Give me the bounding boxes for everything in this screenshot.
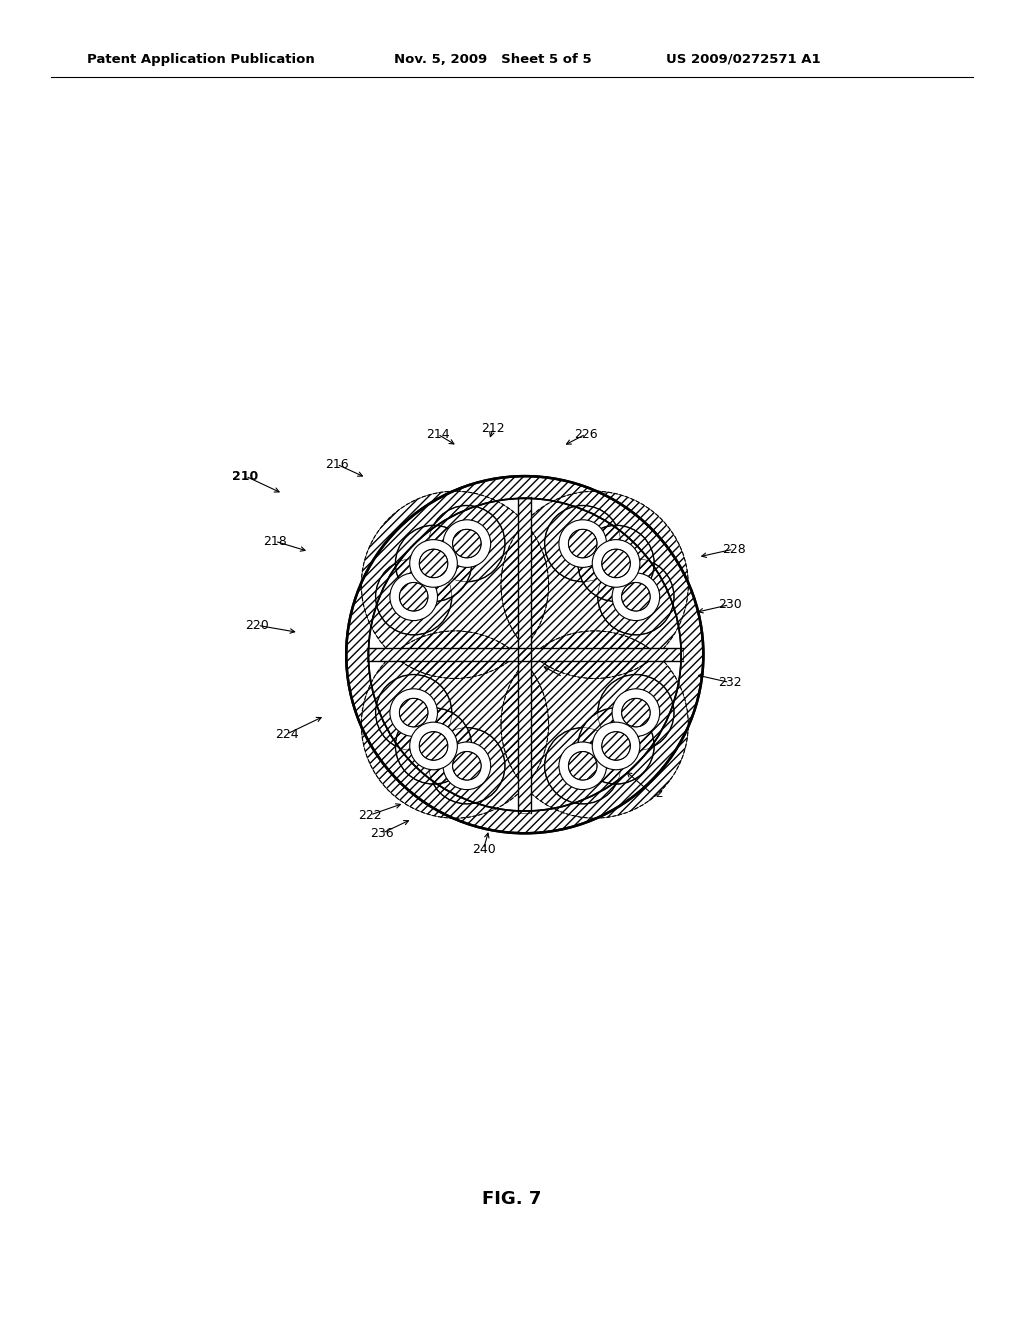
Text: FIG. 7: FIG. 7: [482, 1189, 542, 1208]
Circle shape: [568, 529, 597, 558]
Circle shape: [395, 525, 472, 602]
Text: 238: 238: [551, 671, 574, 684]
Circle shape: [602, 549, 631, 578]
Circle shape: [612, 689, 659, 737]
Circle shape: [390, 573, 437, 620]
Circle shape: [399, 582, 428, 611]
Bar: [367, 648, 683, 661]
Circle shape: [598, 558, 674, 635]
Circle shape: [443, 742, 490, 789]
Circle shape: [622, 582, 650, 611]
Circle shape: [578, 525, 654, 602]
Circle shape: [592, 722, 640, 770]
Circle shape: [559, 742, 606, 789]
Text: 210: 210: [232, 470, 259, 483]
Circle shape: [501, 631, 688, 818]
Circle shape: [559, 520, 606, 568]
Text: 220: 220: [246, 619, 269, 632]
Text: 216: 216: [325, 458, 348, 471]
Text: 224: 224: [274, 727, 299, 741]
Circle shape: [545, 727, 621, 804]
Circle shape: [419, 731, 447, 760]
Text: US 2009/0272571 A1: US 2009/0272571 A1: [666, 53, 820, 66]
Circle shape: [361, 631, 549, 818]
Text: 226: 226: [574, 428, 598, 441]
Text: 230: 230: [718, 598, 741, 611]
Text: Nov. 5, 2009   Sheet 5 of 5: Nov. 5, 2009 Sheet 5 of 5: [394, 53, 592, 66]
Text: 218: 218: [263, 535, 287, 548]
Circle shape: [598, 675, 674, 751]
Bar: [518, 496, 531, 813]
Circle shape: [376, 675, 452, 751]
Circle shape: [443, 520, 490, 568]
Text: 240: 240: [472, 842, 496, 855]
Text: 212: 212: [481, 422, 505, 436]
Text: Patent Application Publication: Patent Application Publication: [87, 53, 314, 66]
Circle shape: [592, 540, 640, 587]
Circle shape: [545, 506, 621, 582]
Circle shape: [369, 499, 681, 810]
Circle shape: [376, 558, 452, 635]
Text: 232: 232: [718, 676, 741, 689]
Circle shape: [612, 573, 659, 620]
Circle shape: [429, 727, 505, 804]
Text: 222: 222: [358, 809, 382, 821]
Circle shape: [346, 477, 703, 833]
Circle shape: [578, 708, 654, 784]
Circle shape: [622, 698, 650, 727]
Text: 236: 236: [370, 826, 394, 840]
Circle shape: [410, 722, 458, 770]
Text: 228: 228: [722, 543, 745, 556]
Circle shape: [399, 698, 428, 727]
Text: 242: 242: [640, 787, 664, 800]
Bar: [367, 648, 683, 661]
Circle shape: [419, 549, 447, 578]
Circle shape: [395, 708, 472, 784]
Bar: [518, 496, 531, 813]
Circle shape: [453, 529, 481, 558]
Circle shape: [602, 731, 631, 760]
Circle shape: [410, 540, 458, 587]
Circle shape: [568, 751, 597, 780]
Circle shape: [453, 751, 481, 780]
Circle shape: [361, 491, 549, 678]
Text: 214: 214: [426, 428, 450, 441]
Circle shape: [501, 491, 688, 678]
Circle shape: [429, 506, 505, 582]
Circle shape: [390, 689, 437, 737]
Circle shape: [369, 499, 681, 810]
